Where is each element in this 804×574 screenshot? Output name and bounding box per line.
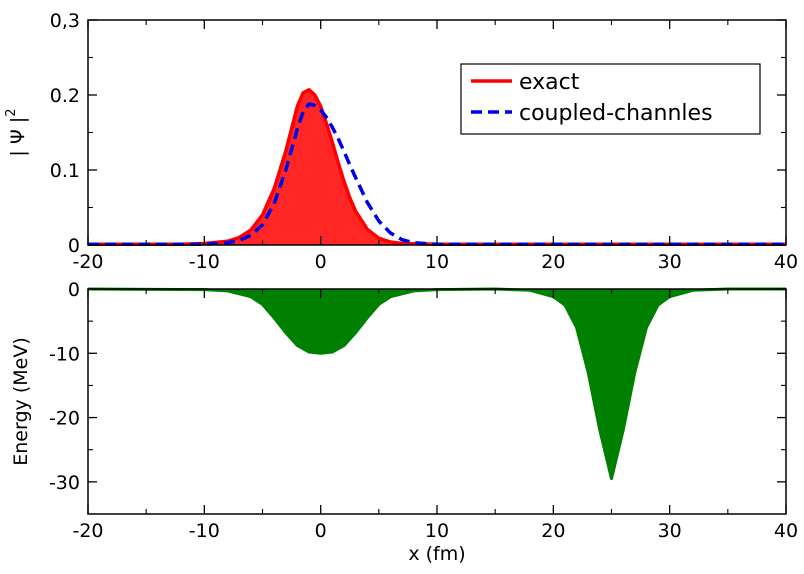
wavefunction-panel: -20 -10 0 10 20 30 40 0 0.1 0.2 0,3 | Ψ |2 exact c…: [4, 10, 798, 273]
wavefunction-y-tick-label: 0.1: [50, 160, 80, 182]
series-area-potential: [88, 289, 786, 479]
potential-x-tick-label: -10: [189, 520, 220, 542]
potential-y-tick-label: 0: [68, 279, 80, 301]
wavefunction-y-tick-label: 0: [68, 235, 80, 257]
potential-panel-frame: [87, 288, 787, 515]
wavefunction-x-tick-label: 40: [774, 251, 798, 273]
potential-x-tick-label: 20: [541, 520, 565, 542]
legend-box: [460, 63, 761, 135]
potential-plot-area: [87, 287, 786, 481]
potential-x-tick-label: 30: [658, 520, 682, 542]
potential-y-tick-label: -30: [49, 472, 80, 494]
potential-x-axis-label: x (fm): [408, 543, 465, 565]
wavefunction-x-tick-label: 0: [315, 251, 327, 273]
wavefunction-y-axis-label: | Ψ |2: [4, 108, 29, 156]
wavefunction-x-tick-label: 20: [541, 251, 565, 273]
wavefunction-plot-area: [88, 88, 786, 246]
potential-x-tick-label: 40: [774, 520, 798, 542]
series-line-potential: [87, 287, 786, 481]
potential-x-tick-label: 0: [315, 520, 327, 542]
wavefunction-y-tick-label: 0,3: [50, 10, 80, 32]
potential-y-tick-label: -10: [49, 343, 80, 365]
wavefunction-x-tick-label: 30: [658, 251, 682, 273]
legend: exact coupled-channles: [460, 63, 761, 135]
wavefunction-y-axis-label-superscript: 2: [4, 108, 19, 116]
potential-x-tick-label: -20: [72, 520, 103, 542]
wavefunction-y-tick-label: 0.2: [50, 85, 80, 107]
potential-y-tick-label: -20: [49, 408, 80, 430]
series-line-coupled-channles: [88, 102, 786, 246]
wavefunction-y-axis-label-main: | Ψ |: [7, 117, 29, 157]
wavefunction-x-tick-label: -10: [189, 251, 220, 273]
potential-panel: -20 -10 0 10 20 30 40 0 -10 -20 -30 Energy (MeV) x…: [10, 279, 798, 565]
series-line-exact: [88, 88, 786, 246]
wavefunction-x-tick-label: 10: [425, 251, 449, 273]
potential-y-axis-label: Energy (MeV): [10, 337, 32, 465]
potential-ticks: -20 -10 0 10 20 30 40 0 -10 -20 -30: [49, 279, 798, 542]
legend-label-coupled-channles: coupled-channles: [519, 101, 713, 126]
legend-label-exact: exact: [519, 70, 580, 95]
potential-x-tick-label: 10: [425, 520, 449, 542]
wavefunction-ticks: -20 -10 0 10 20 30 40 0 0.1 0.2 0,3: [50, 10, 798, 273]
wavefunction-x-tick-label: -20: [72, 251, 103, 273]
